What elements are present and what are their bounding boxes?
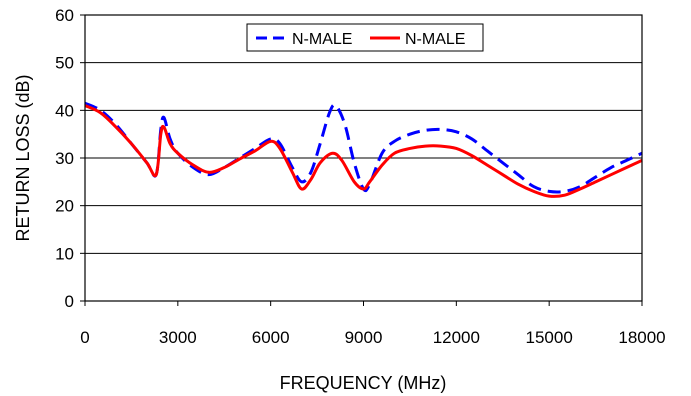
legend-label-series-1: N-MALE: [292, 31, 352, 48]
x-tick-label-5: 15000: [526, 328, 573, 347]
x-tick-label-4: 12000: [433, 328, 480, 347]
y-tick-label-1: 10: [55, 244, 74, 263]
series-lines: [84, 101, 643, 198]
x-tick-label-2: 6000: [252, 328, 290, 347]
x-tick-label-0: 0: [80, 328, 89, 347]
grid-lines: [85, 62, 642, 254]
y-tick-label-0: 0: [65, 292, 74, 311]
axis-ticks: 0 10 20 30 40 50 60 0 3000 6000 9000 12000 15000 1800…: [55, 6, 666, 347]
series-line-1: [84, 101, 643, 194]
x-tick-label-6: 18000: [618, 328, 665, 347]
x-tick-label-3: 9000: [345, 328, 383, 347]
x-axis-label: FREQUENCY (MHz): [280, 373, 447, 393]
y-axis-label: RETURN LOSS (dB): [13, 74, 33, 241]
y-tick-label-2: 20: [55, 197, 74, 216]
y-tick-label-3: 30: [55, 149, 74, 168]
y-tick-label-6: 60: [55, 6, 74, 25]
x-tick-label-1: 3000: [159, 328, 197, 347]
y-tick-label-4: 40: [55, 101, 74, 120]
legend-box: [246, 23, 484, 52]
legend-label-series-2: N-MALE: [405, 31, 465, 48]
series-line-2: [84, 104, 643, 198]
legend: N-MALE N-MALE: [246, 23, 484, 52]
y-tick-label-5: 50: [55, 54, 74, 73]
